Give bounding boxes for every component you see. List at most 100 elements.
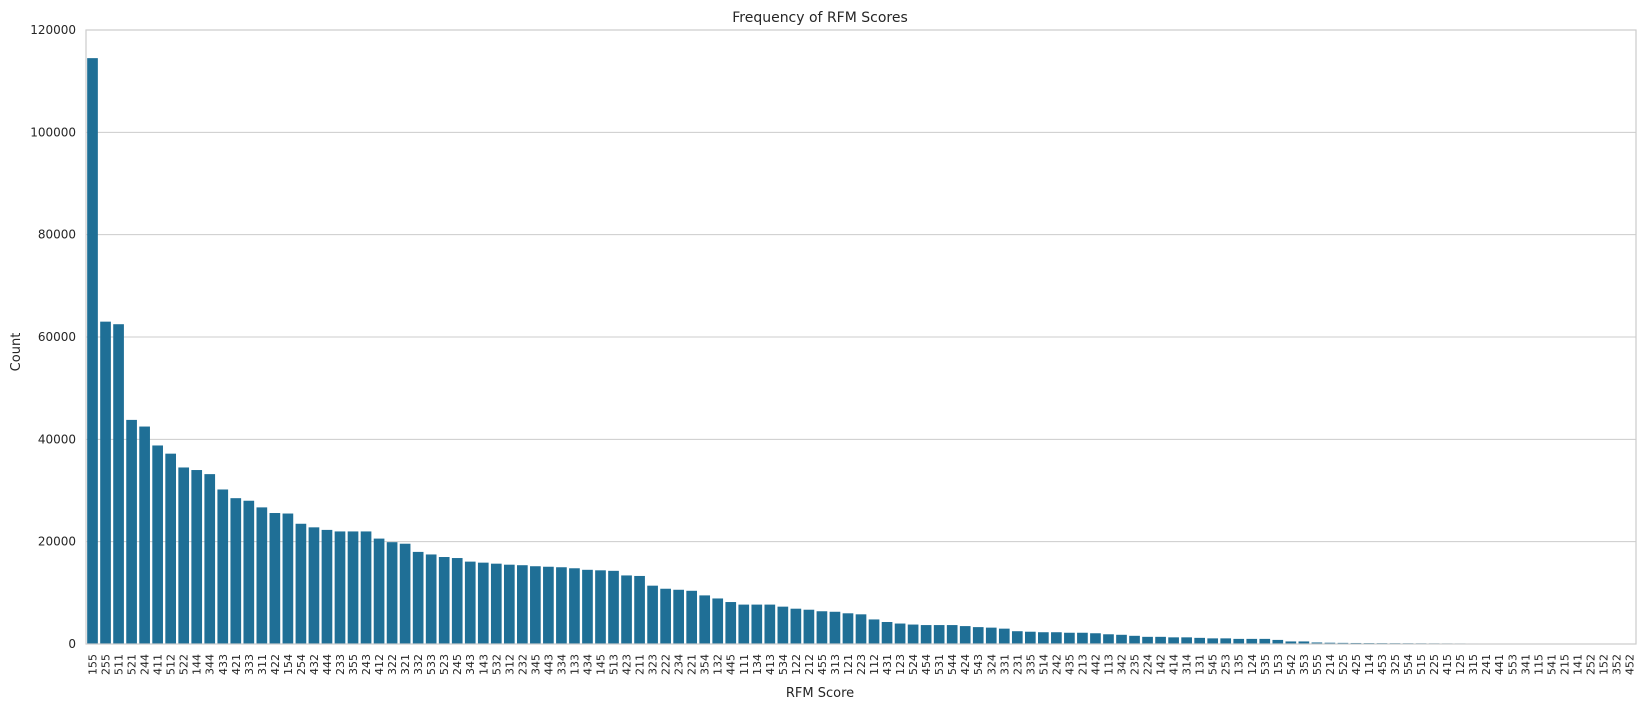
x-tick-label: 512 [165, 654, 178, 675]
bar [777, 606, 789, 644]
x-tick-label: 542 [1285, 654, 1298, 675]
x-tick-label: 525 [1337, 654, 1350, 675]
x-tick-label: 254 [295, 654, 308, 675]
x-tick-label: 434 [581, 654, 594, 675]
x-tick-label: 315 [1467, 654, 1480, 675]
x-tick-label: 553 [1506, 654, 1519, 675]
x-tick-label: 242 [1050, 654, 1063, 675]
bar [412, 551, 424, 644]
x-tick-label: 313 [829, 654, 842, 675]
bar [256, 507, 268, 644]
bar [1011, 631, 1023, 644]
x-tick-label: 554 [1402, 654, 1415, 675]
x-tick-label: 435 [1063, 654, 1076, 675]
x-tick-label: 325 [1389, 654, 1402, 675]
x-tick-label: 253 [1220, 654, 1233, 675]
bar [152, 445, 163, 644]
bar [230, 498, 242, 644]
x-tick-label: 442 [1089, 654, 1102, 675]
x-tick-label: 111 [738, 654, 751, 675]
bar [842, 613, 854, 644]
x-tick-label: 432 [308, 654, 321, 675]
x-axis-label: RFM Score [786, 686, 854, 701]
bar [933, 625, 945, 644]
x-tick-label: 114 [1363, 654, 1376, 675]
bar [1051, 632, 1062, 644]
bar [308, 527, 320, 644]
bar [1311, 642, 1323, 644]
bar [1142, 636, 1153, 644]
x-tick-label: 143 [477, 654, 490, 675]
bar [1194, 637, 1205, 644]
x-tick-label: 455 [816, 654, 829, 675]
bar [998, 628, 1010, 644]
x-tick-label: 225 [1428, 654, 1441, 675]
x-tick-label: 524 [907, 654, 920, 675]
x-tick-label: 213 [1076, 654, 1089, 675]
bar [1233, 638, 1245, 644]
bar [1259, 638, 1271, 644]
x-tick-label: 452 [1623, 654, 1636, 675]
bar [1077, 632, 1088, 644]
bar [1155, 636, 1166, 644]
bar [1298, 641, 1310, 644]
bar [686, 590, 698, 644]
x-tick-label: 533 [425, 654, 438, 675]
bar [425, 554, 437, 644]
x-tick-label: 345 [529, 654, 542, 675]
x-tick-label: 233 [334, 654, 347, 675]
x-tick-label: 424 [959, 654, 972, 675]
bar [595, 570, 606, 644]
x-tick-label: 314 [1181, 654, 1194, 675]
bar [790, 608, 802, 644]
x-tick-label: 245 [451, 654, 464, 675]
x-tick-label: 211 [634, 654, 647, 675]
x-tick-label: 121 [842, 654, 855, 675]
x-tick-label: 343 [464, 654, 477, 675]
x-tick-label: 523 [438, 654, 451, 675]
bar [373, 538, 385, 644]
x-tick-label: 132 [712, 654, 725, 675]
x-tick-label: 545 [1207, 654, 1220, 675]
bar [634, 575, 645, 644]
x-tick-label: 144 [191, 654, 204, 675]
bar [894, 623, 906, 644]
bar [451, 558, 463, 644]
bar [113, 324, 124, 644]
x-tick-label: 534 [777, 654, 790, 675]
x-tick-label: 354 [699, 654, 712, 675]
x-tick-label: 532 [490, 654, 503, 675]
bar [100, 321, 111, 644]
bar [517, 565, 528, 644]
bar [738, 604, 750, 644]
bar [647, 585, 658, 644]
x-tick-label: 514 [1037, 654, 1050, 675]
x-tick-label: 522 [178, 654, 191, 675]
bar [295, 523, 307, 644]
bar [347, 531, 359, 644]
bar [920, 625, 932, 644]
bar [1207, 638, 1219, 644]
bar [829, 611, 841, 644]
bar [269, 513, 281, 644]
x-tick-label: 454 [920, 654, 933, 675]
bar [855, 614, 867, 644]
x-tick-label: 423 [621, 654, 634, 675]
bar [699, 595, 711, 644]
x-tick-label: 341 [1519, 654, 1532, 675]
y-tick-label: 0 [68, 637, 76, 651]
bar [608, 570, 619, 644]
y-axis-label: Count [9, 333, 24, 372]
bar [386, 542, 398, 644]
bar [660, 588, 671, 644]
x-tick-label: 355 [347, 654, 360, 675]
bar [1038, 632, 1049, 644]
x-tick-label: 244 [139, 654, 152, 675]
x-tick-label: 122 [790, 654, 803, 675]
x-tick-label: 152 [1597, 654, 1610, 675]
x-tick-label: 331 [998, 654, 1011, 675]
bar [1103, 634, 1114, 644]
bar [477, 562, 489, 644]
x-tick-label: 425 [1350, 654, 1363, 675]
